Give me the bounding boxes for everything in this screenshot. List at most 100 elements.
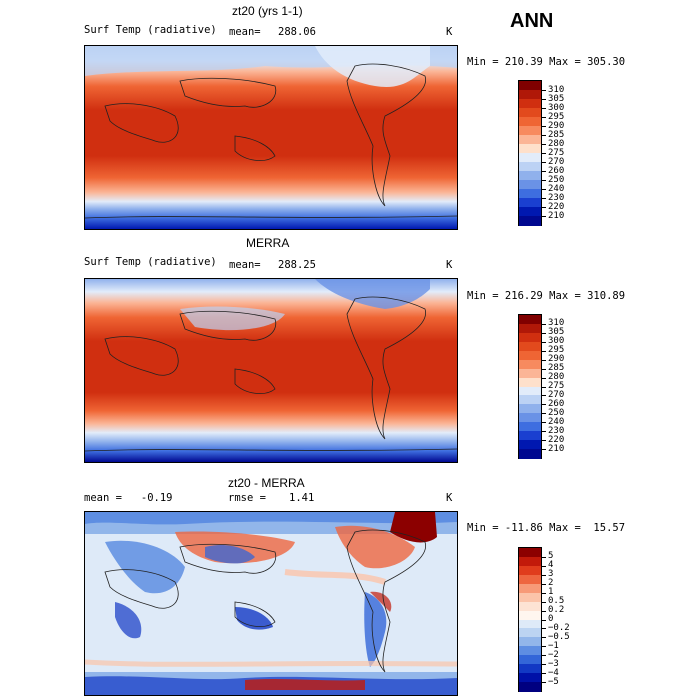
colorbar-cell: [519, 548, 541, 558]
colorbar-tick-label: 285: [548, 129, 565, 140]
colorbar-tick: [541, 117, 546, 118]
colorbar-tick: [541, 126, 546, 127]
colorbar-tick: [541, 368, 546, 370]
colorbar-cell: [519, 395, 541, 405]
colorbar-tick: [541, 583, 546, 585]
season-label: ANN: [510, 10, 554, 32]
colorbar-cell: [519, 171, 541, 181]
colorbar-cell: [519, 117, 541, 127]
colorbar-cell: [519, 153, 541, 163]
colorbar-tick: [541, 198, 546, 199]
colorbar-tick-label: 280: [548, 138, 565, 149]
panel-variable-label: Surf Temp (radiative): [84, 256, 217, 268]
colorbar-cell: [519, 332, 541, 343]
colorbar-tick: [541, 99, 546, 100]
colorbar-tick: [541, 332, 546, 334]
colorbar-cell: [519, 556, 541, 567]
colorbar-cell: [519, 315, 541, 325]
colorbar-tick-label: −1: [548, 640, 559, 651]
colorbar-tick-label: 240: [548, 183, 565, 194]
colorbar-tick-label: 3: [548, 569, 554, 580]
colorbar-tick-label: −3: [548, 658, 559, 669]
colorbar-tick-label: −0.5: [548, 631, 570, 642]
colorbar-tick-label: −4: [548, 667, 559, 678]
colorbar-cell: [519, 359, 541, 370]
colorbar-tick-label: 280: [548, 372, 565, 383]
colorbar-cell: [519, 682, 541, 692]
colorbar-cell: [519, 90, 541, 100]
colorbar-tick: [541, 395, 546, 397]
colorbar-cell: [519, 565, 541, 576]
colorbar-tick: [541, 377, 546, 379]
panel-variable-label: Surf Temp (radiative): [84, 24, 217, 36]
panel-min-max: Min = -11.86 Max = 15.57: [467, 522, 626, 534]
colorbar-tick-label: 285: [548, 363, 565, 374]
colorbar-cell: [519, 413, 541, 423]
colorbar-tick: [541, 341, 546, 343]
colorbar-tick-label: −2: [548, 649, 559, 660]
colorbar-tick-label: 230: [548, 192, 565, 203]
colorbar-tick: [541, 216, 546, 217]
colorbar-tick-label: 210: [548, 443, 565, 454]
colorbar-cell: [519, 162, 541, 172]
colorbar-tick-label: 5: [548, 551, 554, 562]
colorbar-cell: [519, 180, 541, 190]
colorbar-tick: [541, 135, 546, 136]
colorbar-cell: [519, 404, 541, 414]
colorbar-tick-label: 310: [548, 318, 565, 329]
colorbar-cell: [519, 637, 541, 647]
colorbar-tick: [541, 90, 546, 91]
colorbar-tick: [541, 431, 546, 433]
panel-title-diff: zt20 - MERRA: [228, 476, 305, 490]
colorbar-tick: [541, 350, 546, 352]
map-obs-surface-temp: [84, 278, 458, 463]
colorbar-tick: [541, 592, 546, 594]
colorbar-tick-label: 275: [548, 381, 565, 391]
colorbar-cell: [519, 431, 541, 441]
colorbar-tick-label: 305: [548, 93, 565, 104]
colorbar-tick: [541, 386, 546, 388]
colorbar-cell: [519, 646, 541, 656]
colorbar-cell: [519, 341, 541, 352]
colorbar-tick: [541, 637, 546, 639]
map-canvas: [84, 46, 458, 229]
colorbar-tick-label: 220: [548, 201, 565, 212]
colorbar-tick: [541, 610, 546, 612]
map-model-surface-temp: [84, 45, 458, 230]
colorbar-tick: [541, 673, 546, 675]
colorbar-cell: [519, 583, 541, 594]
colorbar-cell: [519, 216, 541, 226]
colorbar-cell: [519, 350, 541, 361]
colorbar-tick-label: −5: [548, 676, 559, 687]
colorbar-tick-label: −0.2: [548, 622, 570, 633]
colorbar-cell: [519, 144, 541, 154]
colorbar-cell: [519, 628, 541, 638]
panel-min-max: Min = 210.39 Max = 305.30: [467, 56, 626, 68]
panel-units: K: [446, 492, 453, 504]
colorbar-tick-label: 295: [548, 111, 565, 122]
colorbar-tick: [541, 189, 546, 190]
colorbar-cell: [519, 440, 541, 450]
colorbar-tick: [541, 180, 546, 181]
colorbar-tick-label: 0: [548, 614, 554, 624]
panel-units: K: [446, 259, 453, 271]
colorbar-tick: [541, 646, 546, 648]
colorbar-cell: [519, 135, 541, 145]
colorbar-tick: [541, 323, 546, 325]
colorbar-tick: [541, 404, 546, 406]
colorbar-tick: [541, 655, 546, 657]
colorbar-tick-label: 260: [548, 165, 565, 176]
colorbar-tick-label: 2: [548, 578, 554, 589]
colorbar-cell: [519, 386, 541, 396]
colorbar-cell: [519, 664, 541, 674]
colorbar-tick-label: 295: [548, 345, 565, 356]
colorbar-cell: [519, 619, 541, 629]
colorbar-tick: [541, 565, 546, 567]
colorbar-cell: [519, 673, 541, 683]
colorbar-tick: [541, 171, 546, 172]
panel-title-obs: MERRA: [246, 236, 290, 250]
panel-mean-value: 288.25: [278, 259, 316, 271]
panel-units: K: [446, 26, 453, 38]
colorbar-cell: [519, 189, 541, 199]
colorbar-tick-label: 0.5: [548, 596, 565, 607]
